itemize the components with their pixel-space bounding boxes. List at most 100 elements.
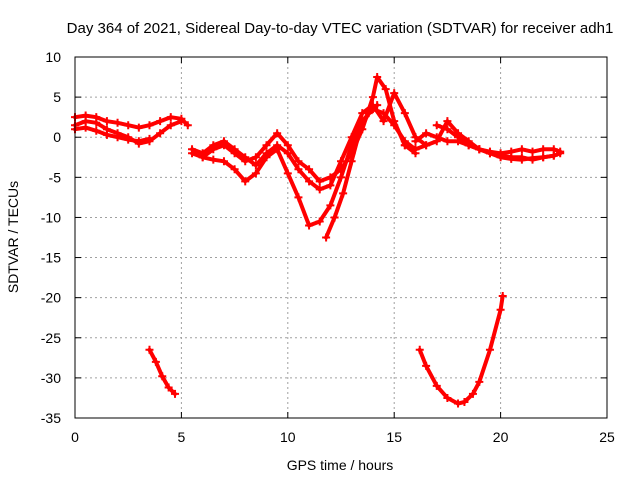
- y-tick-label: 0: [53, 129, 61, 145]
- data-point-track-f: [198, 153, 207, 162]
- data-point-track-j: [539, 153, 548, 162]
- series-track-d: [190, 75, 418, 184]
- data-point-track-f: [230, 165, 239, 174]
- data-point-track-d: [381, 85, 390, 94]
- data-point-track-e: [390, 89, 399, 98]
- data-point-track-d: [294, 157, 303, 166]
- data-point-track-l: [475, 377, 484, 386]
- data-series: [71, 73, 565, 408]
- data-point-track-f: [326, 201, 335, 210]
- data-point-track-d: [305, 165, 314, 174]
- data-point-track-d: [315, 177, 324, 186]
- data-point-track-j: [432, 121, 441, 130]
- y-axis-label: SDTVAR / TECUs: [5, 181, 21, 293]
- data-point-track-f: [209, 155, 218, 164]
- data-point-track-e: [326, 181, 335, 190]
- data-point-track-i: [443, 117, 452, 126]
- y-tick-label: -20: [41, 290, 61, 306]
- data-point-track-f: [315, 217, 324, 226]
- data-point-track-g: [364, 109, 373, 118]
- data-point-track-e: [209, 141, 218, 150]
- data-point-track-f: [379, 109, 388, 118]
- data-point-track-e: [251, 161, 260, 170]
- data-point-track-i: [556, 147, 565, 156]
- data-point-track-i: [411, 145, 420, 154]
- data-point-track-l: [422, 361, 431, 370]
- data-point-track-f: [294, 193, 303, 202]
- data-point-track-e: [294, 165, 303, 174]
- data-point-track-f: [283, 169, 292, 178]
- plot-frame: [74, 56, 608, 419]
- data-point-track-d: [262, 141, 271, 150]
- data-point-track-a: [166, 113, 175, 122]
- data-point-track-h: [411, 137, 420, 146]
- data-point-track-h: [422, 129, 431, 138]
- data-point-track-e: [188, 145, 197, 154]
- x-tick-label: 5: [178, 429, 186, 445]
- y-tick-label: -5: [49, 169, 62, 185]
- data-point-track-e: [400, 109, 409, 118]
- data-point-track-g: [373, 101, 382, 110]
- data-point-track-b: [177, 117, 186, 126]
- data-point-track-c: [113, 133, 122, 142]
- data-point-track-d: [251, 153, 260, 162]
- data-point-track-l: [415, 345, 424, 354]
- data-point-track-f: [219, 157, 228, 166]
- y-tick-label: 10: [45, 49, 61, 65]
- data-point-track-j: [443, 125, 452, 134]
- data-point-track-e: [305, 177, 314, 186]
- data-point-track-l: [498, 292, 507, 301]
- data-point-track-k: [151, 357, 160, 366]
- data-point-track-j: [507, 154, 516, 163]
- data-point-track-b: [92, 118, 101, 127]
- x-tick-label: 0: [71, 429, 79, 445]
- data-point-track-i: [422, 141, 431, 150]
- y-tick-label: 5: [53, 89, 61, 105]
- data-point-track-g: [347, 157, 356, 166]
- data-point-track-b: [166, 121, 175, 130]
- data-point-track-l: [443, 393, 452, 402]
- data-point-track-c: [124, 135, 133, 144]
- data-point-track-a: [183, 121, 192, 130]
- data-point-track-l: [485, 345, 494, 354]
- data-point-track-j: [454, 133, 463, 142]
- data-point-track-e: [241, 153, 250, 162]
- data-point-track-l: [468, 389, 477, 398]
- data-point-track-l: [460, 397, 469, 406]
- data-point-track-d: [368, 93, 377, 102]
- data-point-track-j: [464, 141, 473, 150]
- x-tick-label: 10: [280, 429, 296, 445]
- data-point-track-a: [102, 117, 111, 126]
- data-point-track-f: [337, 173, 345, 182]
- data-point-track-j: [528, 154, 537, 163]
- data-point-track-l: [454, 399, 463, 408]
- data-point-track-l: [496, 305, 505, 314]
- data-point-track-g: [322, 233, 331, 242]
- data-point-track-i: [507, 147, 516, 156]
- data-point-track-b: [156, 129, 165, 138]
- y-tick-label: -10: [41, 209, 61, 225]
- x-axis-label: GPS time / hours: [287, 457, 394, 473]
- data-point-track-f: [262, 153, 271, 162]
- data-point-track-j: [496, 153, 505, 162]
- data-point-track-f: [390, 121, 399, 130]
- chart-title: Day 364 of 2021, Sidereal Day-to-day VTE…: [67, 20, 614, 37]
- data-point-track-e: [315, 185, 324, 194]
- data-point-track-f: [305, 221, 314, 230]
- data-point-track-e: [283, 149, 292, 158]
- data-point-track-c: [134, 137, 143, 146]
- y-tick-label: -30: [41, 370, 61, 386]
- data-point-track-e: [219, 137, 228, 146]
- data-point-track-f: [241, 177, 250, 186]
- data-point-track-k: [171, 389, 180, 398]
- data-point-track-k: [145, 345, 154, 354]
- data-point-track-h: [443, 137, 452, 146]
- data-point-track-i: [432, 137, 441, 146]
- data-point-track-a: [134, 123, 143, 132]
- data-point-track-c: [102, 130, 111, 139]
- data-point-track-a: [113, 118, 122, 127]
- data-point-track-f: [251, 169, 260, 178]
- x-tick-label: 25: [599, 429, 615, 445]
- x-tick-label: 15: [386, 429, 402, 445]
